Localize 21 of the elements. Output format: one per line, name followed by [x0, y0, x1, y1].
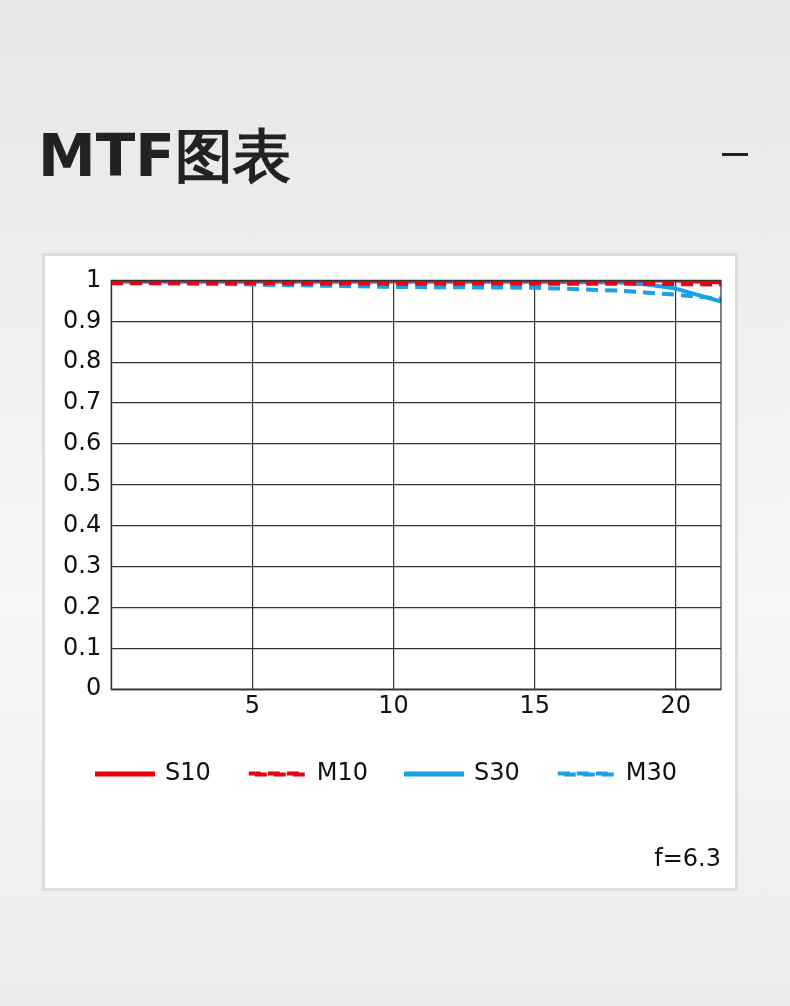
y-tick-label: 0.4	[63, 509, 102, 538]
legend-label: M30	[625, 758, 678, 787]
legend-label: S10	[164, 758, 211, 787]
y-tick-label: 0.2	[63, 591, 102, 620]
y-tick-label: 0	[85, 673, 102, 702]
x-tick-label: 10	[378, 690, 409, 719]
x-tick-label: 5	[244, 690, 260, 719]
text: f=6.3	[654, 844, 721, 872]
chart-title: MTF图表	[38, 121, 291, 192]
y-tick-label: 0.9	[63, 305, 102, 334]
y-tick-label: 0.6	[63, 428, 102, 457]
y-tick-label: 0.1	[63, 632, 102, 661]
legend-label: M10	[316, 758, 368, 787]
y-tick-label: 0.3	[63, 550, 102, 579]
y-tick-label: 0.5	[63, 469, 102, 498]
y-tick-label: 0.8	[63, 346, 102, 375]
x-tick-label: 20	[660, 690, 692, 719]
x-tick-label: 15	[519, 690, 550, 719]
y-tick-label: 0.7	[63, 387, 102, 416]
legend-label: S30	[474, 758, 520, 787]
y-tick-label: 1	[85, 264, 102, 293]
